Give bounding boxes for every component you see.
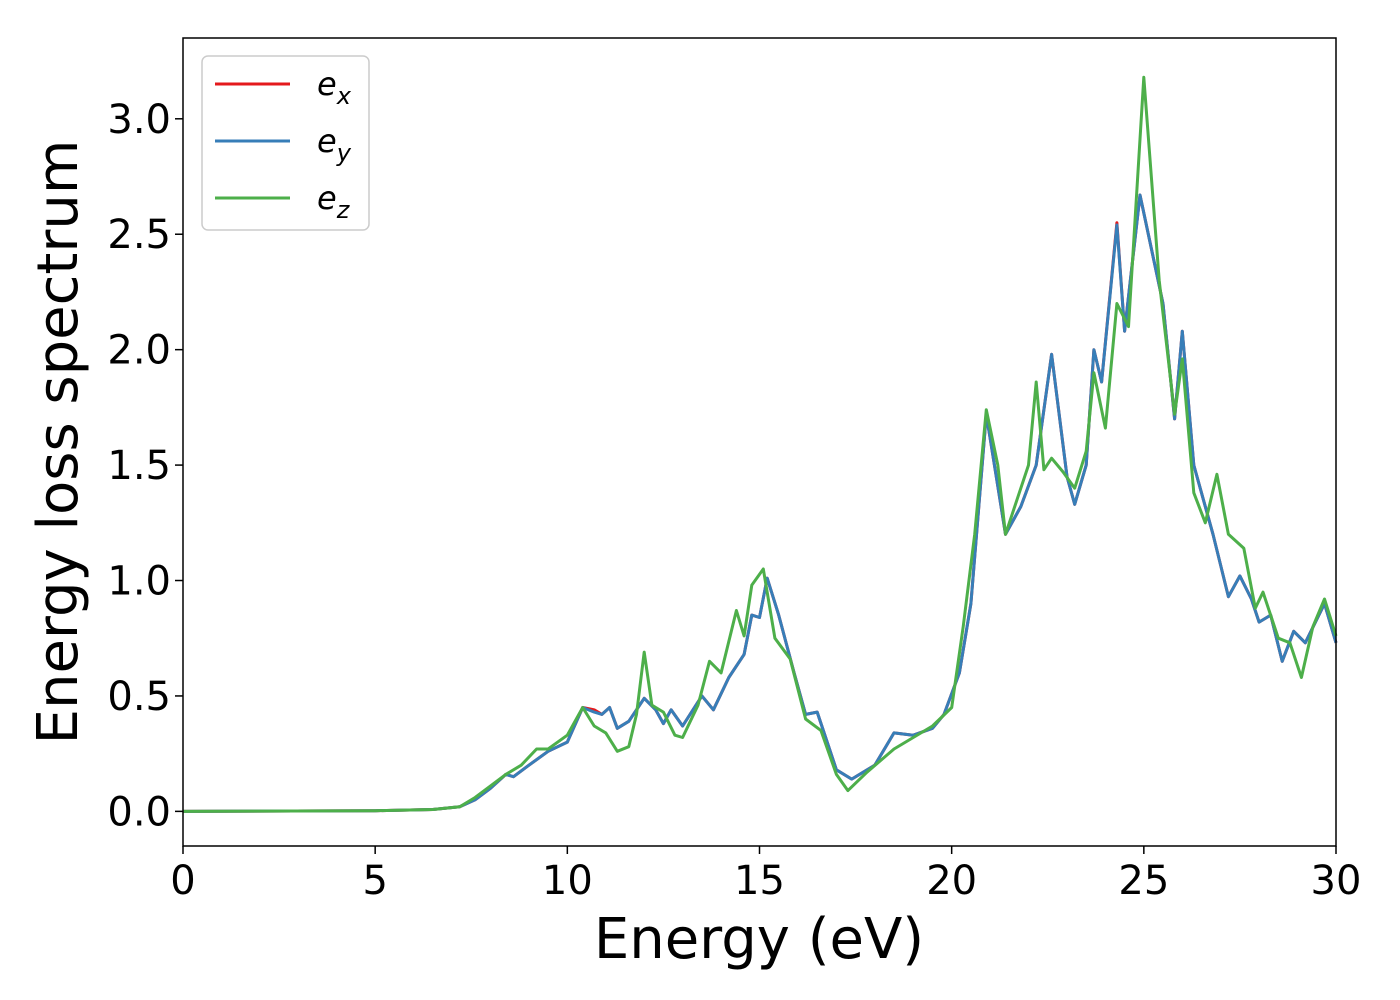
- series-line-ez: [182, 75, 1338, 813]
- x-tick-label: 5: [362, 858, 387, 904]
- legend-label-subscript: z: [336, 196, 351, 224]
- legend-label-base: e: [317, 122, 337, 160]
- x-axis-label: Energy (eV): [594, 907, 924, 972]
- y-axis-ticks: 0.0 0.5 1.0 1.5 2.0 2.5 3.0: [107, 97, 183, 835]
- y-tick-label: 2.0: [107, 328, 171, 374]
- series-layer: [182, 75, 1338, 813]
- y-tick-label: 1.0: [107, 559, 171, 605]
- legend-box: [201, 55, 370, 231]
- y-tick-label: 0.0: [107, 789, 171, 835]
- legend-label-subscript: x: [336, 82, 352, 110]
- y-tick-label: 3.0: [107, 97, 171, 143]
- x-tick-label: 15: [734, 858, 785, 904]
- x-axis-ticks: 0 5 10 15 20 25 30: [170, 846, 1361, 904]
- x-tick-label: 20: [926, 858, 977, 904]
- legend-label-ez: ez: [317, 179, 351, 224]
- y-axis-label: Energy loss spectrum: [26, 140, 91, 745]
- legend-label-base: e: [317, 65, 337, 103]
- x-tick-label: 10: [542, 858, 593, 904]
- legend-label-base: e: [317, 179, 337, 217]
- x-tick-label: 30: [1311, 858, 1362, 904]
- series-line-ey: [182, 193, 1338, 813]
- y-tick-label: 1.5: [107, 443, 171, 489]
- y-tick-label: 0.5: [107, 674, 171, 720]
- legend-label-ex: ex: [317, 65, 352, 110]
- x-tick-label: 0: [170, 858, 195, 904]
- x-tick-label: 25: [1118, 858, 1169, 904]
- y-tick-label: 2.5: [107, 212, 171, 258]
- legend-label-subscript: y: [336, 139, 352, 167]
- legend-label-ey: ey: [317, 122, 352, 167]
